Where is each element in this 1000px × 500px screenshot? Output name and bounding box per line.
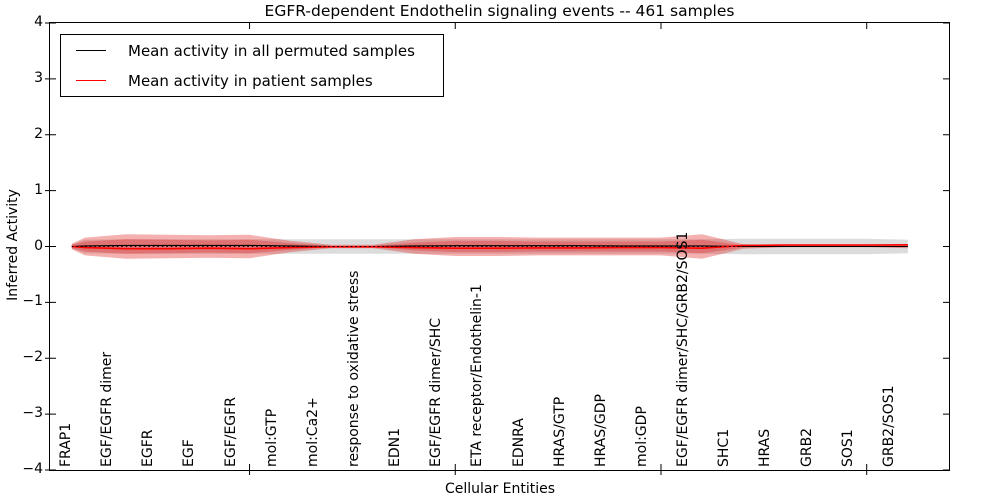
x-tick-label: HRAS/GTP [551,396,568,467]
x-tick-label: SOS1 [839,429,856,467]
x-tick-label: ETA receptor/Endothelin-1 [469,284,486,467]
y-tick-label: 2 [34,125,43,142]
x-tick-label: EGF/EGFR dimer/SHC [428,317,445,467]
x-tick-label: SHC1 [716,428,733,467]
x-tick-label: EDN1 [387,427,404,467]
patient-line-sample [76,80,106,81]
patient-std-band-inner [71,239,908,254]
permuted-line-sample [76,50,106,51]
chart-title: EGFR-dependent Endothelin signaling even… [264,2,735,20]
x-tick-label: EGF/EGFR dimer/SHC/GRB2/SOS1 [675,231,692,467]
plot-area [45,22,950,475]
x-tick-label: FRAP1 [57,422,74,467]
y-tick-label: −2 [22,349,43,366]
permuted-std-band [71,238,908,255]
legend-label-permuted: Mean activity in all permuted samples [128,41,415,60]
y-tick-label: −1 [22,293,43,310]
x-tick-label: EGF/EGFR [222,397,239,467]
x-tick-label: GRB2 [798,427,815,467]
mean-activity-in-all-permuted-samples-line [71,244,908,248]
x-tick-label: EGF [181,439,198,467]
legend: Mean activity in all permuted samples Me… [60,34,444,97]
patient-std-band-outer [71,234,908,259]
x-tick-label: response to oxidative stress [345,270,362,467]
legend-item-permuted: Mean activity in all permuted samples [61,36,443,65]
x-tick-label: HRAS/GDP [592,394,609,467]
x-tick-label: EGFR [140,429,157,467]
y-tick-label: 1 [34,181,43,198]
x-tick-label: EGF/EGFR dimer [99,351,116,467]
plot-canvas [45,22,949,475]
legend-label-patient: Mean activity in patient samples [128,71,373,90]
y-tick-label: −4 [22,461,43,477]
y-tick-label: 0 [34,237,43,254]
x-tick-label: HRAS [757,428,774,467]
x-tick-label: mol:GTP [263,408,280,467]
x-tick-label: mol:Ca2+ [304,397,321,467]
mean-activity-in-patient-samples-line [71,244,908,250]
y-tick-label: 4 [34,14,43,30]
x-tick-label: mol:GDP [633,406,650,467]
y-tick-label: 3 [34,69,43,86]
y-tick-label: −3 [22,405,43,422]
x-axis-label: Cellular Entities [444,481,556,497]
legend-item-patient: Mean activity in patient samples [61,66,443,95]
x-tick-label: GRB2/SOS1 [880,385,897,467]
x-tick-label: EDNRA [510,418,527,467]
